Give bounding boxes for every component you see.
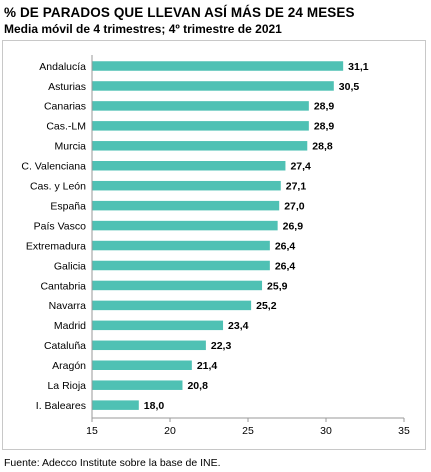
bar (92, 240, 270, 251)
value-label: 23,4 (228, 320, 249, 332)
bar (92, 400, 139, 410)
value-label: 18,0 (144, 400, 165, 412)
category-label: La Rioja (47, 380, 86, 392)
chart-subtitle: Media móvil de 4 trimestres; 4º trimestr… (4, 22, 282, 36)
value-label: 20,8 (187, 380, 208, 392)
value-label: 27,0 (284, 200, 305, 212)
category-label: Asturias (48, 81, 86, 93)
bar (92, 180, 281, 191)
value-label: 27,1 (286, 181, 307, 193)
category-label: País Vasco (34, 220, 86, 232)
value-label: 30,5 (339, 81, 360, 93)
x-tick-label: 30 (320, 425, 332, 437)
source-note: Fuente: Adecco Institute sobre la base d… (4, 457, 221, 469)
bar (92, 200, 280, 211)
category-label: Canarias (44, 101, 86, 113)
chart-title: % DE PARADOS QUE LLEVAN ASÍ MÁS DE 24 ME… (4, 5, 355, 20)
bar (92, 101, 309, 111)
value-label: 25,2 (256, 300, 277, 312)
value-label: 28,9 (314, 101, 335, 113)
bar (92, 260, 270, 271)
category-label: Andalucía (39, 61, 86, 73)
value-label: 21,4 (197, 360, 218, 372)
x-tick-label: 20 (164, 425, 176, 437)
category-label: I. Baleares (36, 400, 86, 412)
bar (92, 220, 278, 231)
x-tick-label: 15 (86, 425, 98, 437)
chart-frame (2, 40, 426, 450)
bar (92, 280, 263, 291)
value-label: 26,4 (275, 260, 296, 272)
category-label: Cas. y León (30, 181, 86, 193)
value-label: 31,1 (348, 61, 369, 73)
bar (92, 300, 252, 311)
category-label: Cas.-LM (46, 121, 86, 133)
value-label: 28,8 (312, 141, 333, 153)
value-label: 28,9 (314, 121, 335, 133)
bar (92, 320, 224, 331)
bar (92, 121, 309, 131)
value-label: 25,9 (267, 280, 288, 292)
bar (92, 380, 183, 390)
category-label: España (50, 200, 86, 212)
value-label: 27,4 (290, 161, 311, 173)
bar (92, 161, 286, 171)
category-label: Navarra (49, 300, 87, 312)
category-label: C. Valenciana (21, 161, 86, 173)
category-label: Extremadura (26, 240, 86, 252)
category-label: Galicia (54, 260, 86, 272)
bar (92, 340, 206, 351)
x-tick-label: 25 (242, 425, 254, 437)
value-label: 26,9 (283, 220, 304, 232)
category-label: Cantabria (40, 280, 86, 292)
bar (92, 141, 308, 151)
bar (92, 360, 192, 370)
x-tick-label: 35 (398, 425, 410, 437)
value-label: 26,4 (275, 240, 296, 252)
bar (92, 61, 344, 71)
bar (92, 81, 334, 91)
value-label: 22,3 (211, 340, 232, 352)
category-label: Murcia (54, 141, 86, 153)
category-label: Aragón (52, 360, 86, 372)
category-label: Madrid (54, 320, 86, 332)
category-label: Cataluña (44, 340, 86, 352)
